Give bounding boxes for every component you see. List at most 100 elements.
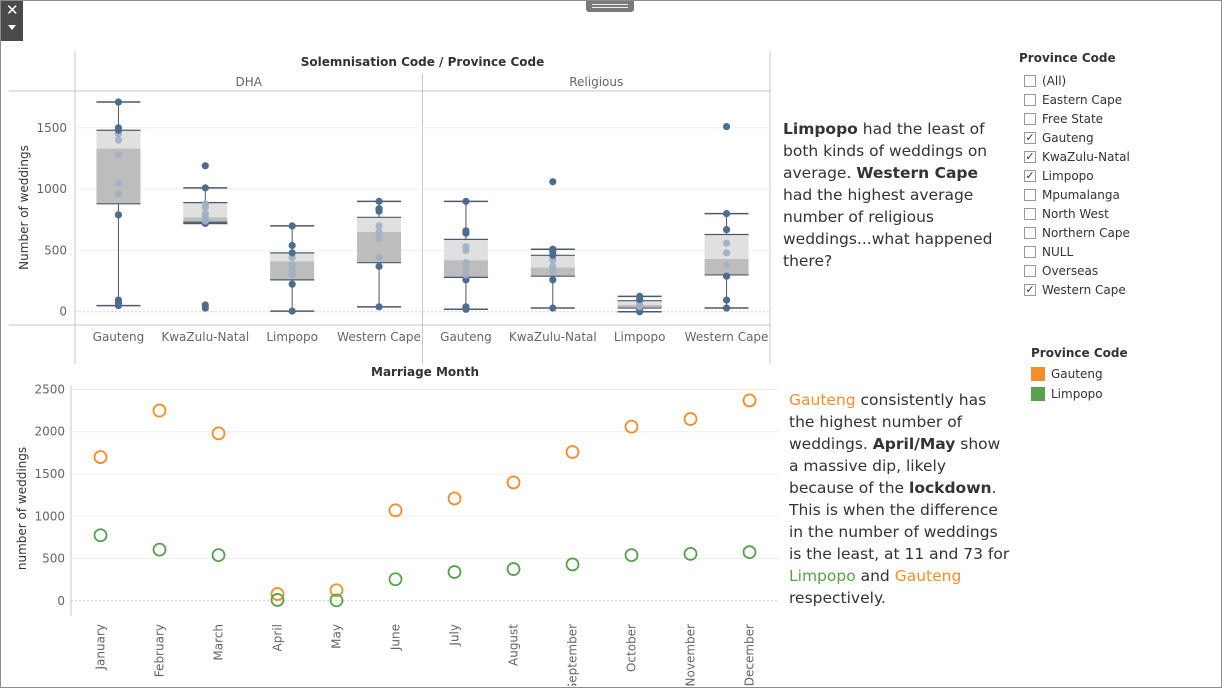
legend-swatch <box>1031 367 1045 381</box>
filter-item[interactable]: (All) <box>1019 71 1130 90</box>
note-segment: Gauteng <box>894 567 962 585</box>
data-point <box>201 210 209 218</box>
filter-item[interactable]: ✓ Gauteng <box>1019 128 1130 147</box>
legend-item[interactable]: Gauteng <box>1031 364 1128 384</box>
boxplot-chart: Solemnisation Code / Province Code 0 500 10… <box>9 51 771 364</box>
filter-item[interactable]: NULL <box>1019 242 1130 261</box>
filter-item[interactable]: ✓ KwaZulu-Natal <box>1019 147 1130 166</box>
legend-label: Gauteng <box>1051 367 1103 381</box>
y-tick-label: 1500 <box>34 467 65 481</box>
data-point <box>722 249 731 257</box>
note-segment: had the highest average number of religi… <box>783 186 993 270</box>
legend-swatch <box>1031 387 1045 401</box>
filter-item-label: KwaZulu-Natal <box>1042 149 1130 164</box>
x-tick-label: March <box>212 624 226 661</box>
close-icon[interactable]: ✕ <box>6 1 19 19</box>
checkbox-icon[interactable] <box>1024 188 1036 201</box>
data-point-gauteng <box>388 503 403 518</box>
data-point-limpopo <box>447 565 462 579</box>
drag-handle-icon[interactable] <box>586 1 634 12</box>
x-tick-label: Gauteng <box>440 330 492 344</box>
note-segment: Limpopo <box>783 120 858 138</box>
checkbox-checked-icon[interactable]: ✓ <box>1024 130 1036 144</box>
x-tick-label: December <box>743 624 757 686</box>
data-point <box>375 205 383 213</box>
data-point-limpopo <box>683 546 698 561</box>
x-tick-label: September <box>566 624 580 686</box>
filter-item-label: Overseas <box>1042 263 1099 278</box>
data-point <box>722 261 731 269</box>
color-legend: Province Code Gauteng Limpopo <box>1031 346 1128 404</box>
data-point <box>462 227 470 235</box>
data-point-gauteng <box>624 419 639 434</box>
x-tick-label: Western Cape <box>337 330 421 344</box>
data-point <box>375 262 383 270</box>
dropdown-arrow-icon[interactable] <box>8 25 16 30</box>
data-point-limpopo <box>329 593 344 608</box>
checkbox-icon[interactable] <box>1024 245 1036 258</box>
x-tick-label: January <box>94 624 108 671</box>
data-point <box>201 200 209 208</box>
checkbox-icon[interactable] <box>1024 93 1036 106</box>
data-point-gauteng <box>683 412 698 426</box>
data-point-limpopo <box>93 528 108 543</box>
x-tick-label: November <box>684 624 698 686</box>
data-point <box>722 239 731 247</box>
legend-item[interactable]: Limpopo <box>1031 384 1128 404</box>
data-point-limpopo <box>565 557 580 572</box>
annotation-bottom: Gauteng consistently has the highest num… <box>789 389 1011 609</box>
data-point <box>549 245 557 253</box>
data-point <box>201 162 209 170</box>
close-panel[interactable]: ✕ <box>1 1 23 41</box>
data-point <box>114 179 123 187</box>
data-point-limpopo <box>270 593 285 607</box>
annotation-top: Limpopo had the least of both kinds of w… <box>783 118 1005 272</box>
note-segment: Gauteng <box>789 391 856 409</box>
checkbox-icon[interactable] <box>1024 112 1036 125</box>
filter-item-label: Northern Cape <box>1042 225 1130 240</box>
y-tick-label: 500 <box>44 243 67 257</box>
data-point <box>201 184 209 192</box>
data-point <box>722 122 731 131</box>
data-point <box>288 241 296 250</box>
data-point-gauteng <box>211 426 226 441</box>
checkbox-icon[interactable] <box>1024 226 1036 239</box>
data-point <box>722 296 731 304</box>
filter-title: Province Code <box>1019 51 1116 65</box>
data-point <box>462 197 470 205</box>
data-point <box>288 222 296 230</box>
checkbox-icon[interactable] <box>1024 74 1036 87</box>
data-point <box>462 303 470 311</box>
data-point <box>722 272 731 280</box>
filter-item[interactable]: North West <box>1019 204 1130 223</box>
filter-item[interactable]: Northern Cape <box>1019 223 1130 242</box>
data-point <box>114 151 123 159</box>
note-segment: respectively. <box>789 589 886 607</box>
data-point-gauteng <box>329 583 344 598</box>
checkbox-checked-icon[interactable]: ✓ <box>1024 168 1036 182</box>
data-point <box>375 222 383 230</box>
filter-item-label: NULL <box>1042 244 1074 259</box>
note-segment: and <box>855 567 895 585</box>
checkbox-checked-icon[interactable]: ✓ <box>1024 149 1036 163</box>
filter-item[interactable]: ✓ Limpopo <box>1019 166 1130 185</box>
y-tick-label: 2500 <box>34 382 65 396</box>
filter-item[interactable]: Overseas <box>1019 261 1130 280</box>
checkbox-checked-icon[interactable]: ✓ <box>1024 282 1036 296</box>
chart-title: Solemnisation Code / Province Code <box>301 55 545 69</box>
data-point <box>288 249 296 257</box>
month-scatter-chart: Marriage Month 0 500 1000 1500 2000 2500 number… <box>15 366 779 686</box>
data-point-limpopo <box>388 572 403 587</box>
y-tick-label: 1000 <box>36 182 67 196</box>
x-tick-label: Limpopo <box>266 330 318 344</box>
filter-item[interactable]: ✓ Western Cape <box>1019 280 1130 299</box>
checkbox-icon[interactable] <box>1024 264 1036 277</box>
legend-label: Limpopo <box>1051 387 1103 401</box>
checkbox-icon[interactable] <box>1024 207 1036 220</box>
filter-item[interactable]: Mpumalanga <box>1019 185 1130 204</box>
data-point-gauteng <box>152 403 167 418</box>
filter-item[interactable]: Eastern Cape <box>1019 90 1130 109</box>
filter-item[interactable]: Free State <box>1019 109 1130 128</box>
data-point <box>462 243 470 251</box>
filter-item-label: (All) <box>1042 73 1067 88</box>
